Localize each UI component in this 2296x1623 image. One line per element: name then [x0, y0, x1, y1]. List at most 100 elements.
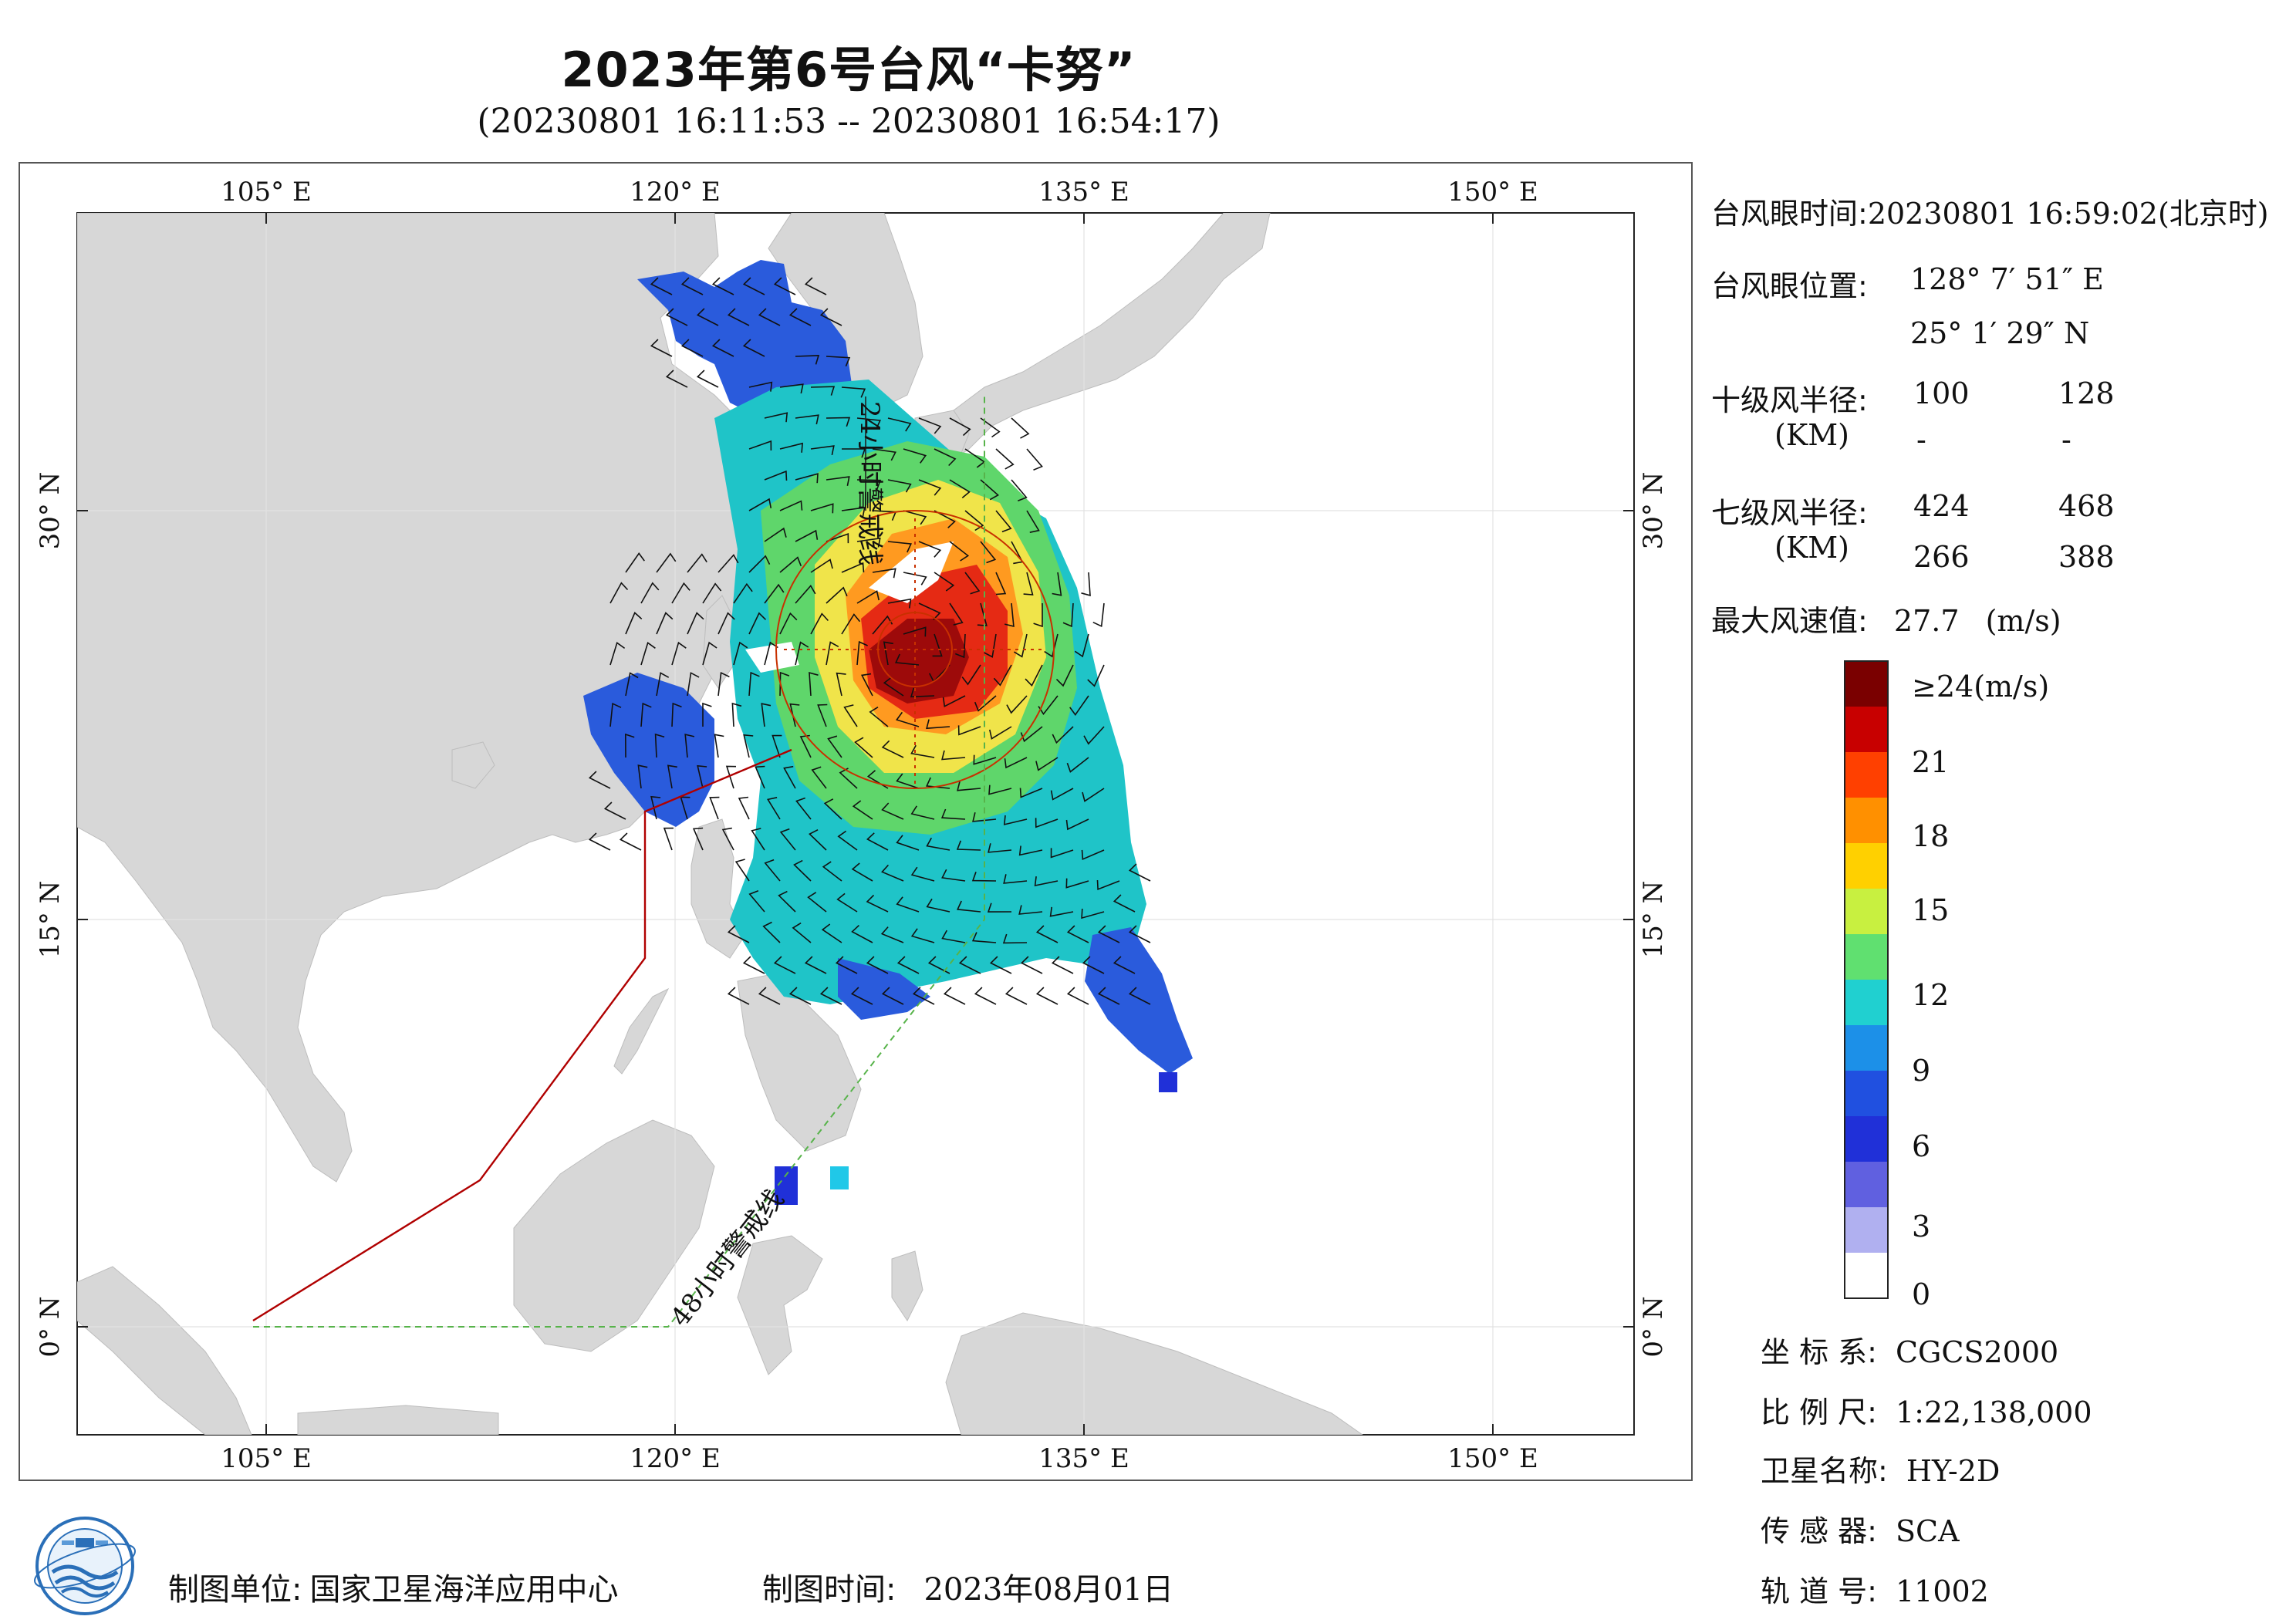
wind-barb — [687, 553, 707, 573]
footer-time-value: 2023年08月01日 — [923, 1572, 1174, 1608]
wind-barb — [1097, 925, 1120, 943]
wind-barb — [748, 555, 771, 573]
radius-cross — [784, 518, 1046, 788]
wind-barb — [1082, 788, 1105, 802]
r7-value-4: 388 — [2058, 540, 2115, 574]
wind-barb — [696, 308, 719, 326]
wind-barb — [711, 277, 734, 295]
wind-barb — [926, 837, 950, 851]
wind-map[interactable]: 24小时警戒线 48小时警戒线 105° E 120° E 135° E 150… — [20, 164, 1694, 1483]
hainan-island — [451, 741, 495, 789]
footer-time-row: 制图时间: 2023年08月01日 — [762, 1564, 1173, 1609]
wind-barb — [767, 797, 781, 820]
wind-barb — [588, 771, 611, 789]
colorbar-block — [1845, 889, 1888, 935]
wind-barb — [995, 572, 1007, 596]
wind-barb — [718, 554, 739, 573]
wind-barb — [842, 448, 866, 458]
sumatra-island — [77, 1266, 252, 1435]
wind-barb — [887, 598, 912, 609]
wind-barb — [1066, 925, 1089, 943]
wind-barb — [742, 339, 765, 357]
wind-barb — [941, 930, 966, 943]
wind-barb — [912, 987, 935, 1005]
r10-unit: (KM) — [1774, 418, 1849, 452]
wind-barb — [903, 448, 927, 464]
wind-barb — [761, 703, 772, 727]
wind-barb — [980, 417, 1001, 438]
wind-barb — [656, 612, 674, 635]
swath-patch-2 — [830, 1166, 849, 1189]
r7-label: 七级风半径: — [1711, 496, 1868, 530]
wind-barb — [1026, 510, 1040, 533]
wind-barb — [887, 417, 912, 432]
meta-satellite-label: 卫星名称: — [1761, 1454, 1888, 1488]
wind-barb — [810, 558, 833, 573]
wind-barb — [1128, 925, 1151, 943]
wind-barb — [880, 926, 904, 943]
meta-satellite-row: 卫星名称: HY-2D — [1761, 1447, 2000, 1490]
wind-barb — [680, 277, 704, 295]
wind-barb — [788, 987, 812, 1005]
wind-barb — [810, 445, 835, 456]
wind-barb — [826, 356, 851, 367]
wind-barb — [779, 828, 796, 851]
wind-barb — [961, 664, 981, 686]
wind-barb — [1050, 848, 1074, 859]
wind-barb — [856, 479, 882, 490]
wind-barb — [654, 733, 665, 758]
wind-swath — [583, 260, 1193, 1205]
wind-barb — [1081, 909, 1105, 919]
wind-barb — [734, 859, 750, 882]
swath-blue-west — [583, 673, 714, 827]
wind-barb — [748, 612, 767, 635]
colorbar-block — [1845, 752, 1888, 798]
swath-darkred — [869, 619, 969, 704]
wind-barb — [841, 613, 861, 635]
wind-barb — [989, 726, 1012, 740]
wind-barb — [895, 653, 920, 666]
wind-barb — [609, 582, 629, 604]
wind-barb — [881, 802, 904, 820]
wind-barb — [949, 541, 970, 562]
wind-barb — [903, 572, 927, 585]
wind-barb — [687, 612, 704, 635]
java-island — [297, 1405, 499, 1435]
colorbar-block — [1845, 798, 1888, 844]
lat-label-right-15: 15° N — [1638, 881, 1669, 959]
wind-barb — [1065, 818, 1089, 831]
wind-barb — [1026, 448, 1043, 471]
meta-satellite-value: HY-2D — [1906, 1454, 2001, 1488]
wind-barb — [819, 308, 842, 326]
new-guinea-island — [945, 1312, 1363, 1435]
wind-barb — [1082, 956, 1105, 974]
wind-barb — [625, 552, 645, 573]
wind-barb — [956, 840, 981, 851]
wind-barb — [1004, 987, 1028, 1005]
wind-barb — [1113, 956, 1136, 974]
wind-barb — [702, 641, 718, 666]
wind-barb — [989, 956, 1012, 974]
wind-barb — [702, 702, 712, 727]
wind-barb — [835, 956, 858, 974]
r7-value-3: 266 — [1913, 540, 1970, 574]
wind-barb — [656, 672, 670, 697]
wind-barb — [926, 719, 950, 730]
colorbar-block — [1845, 661, 1888, 707]
wind-barb — [804, 956, 827, 974]
wind-barb — [918, 541, 942, 558]
colorbar-block — [1845, 1253, 1888, 1299]
wind-barb — [733, 582, 753, 604]
wind-barb — [826, 532, 849, 544]
wind-barb — [779, 556, 802, 573]
wind-barb — [993, 664, 1012, 687]
lat-label-right-30: 30° N — [1638, 472, 1669, 550]
meta-sensor-row: 传 感 器: SCA — [1761, 1507, 1960, 1550]
wind-barb — [640, 582, 660, 604]
eye-time-label: 台风眼时间: — [1711, 197, 1868, 231]
wind-barb — [625, 672, 639, 697]
wind-barb — [910, 744, 935, 758]
colorbar-block — [1845, 980, 1888, 1026]
wind-barb — [665, 308, 688, 326]
r10-value-2: 128 — [2058, 376, 2115, 410]
